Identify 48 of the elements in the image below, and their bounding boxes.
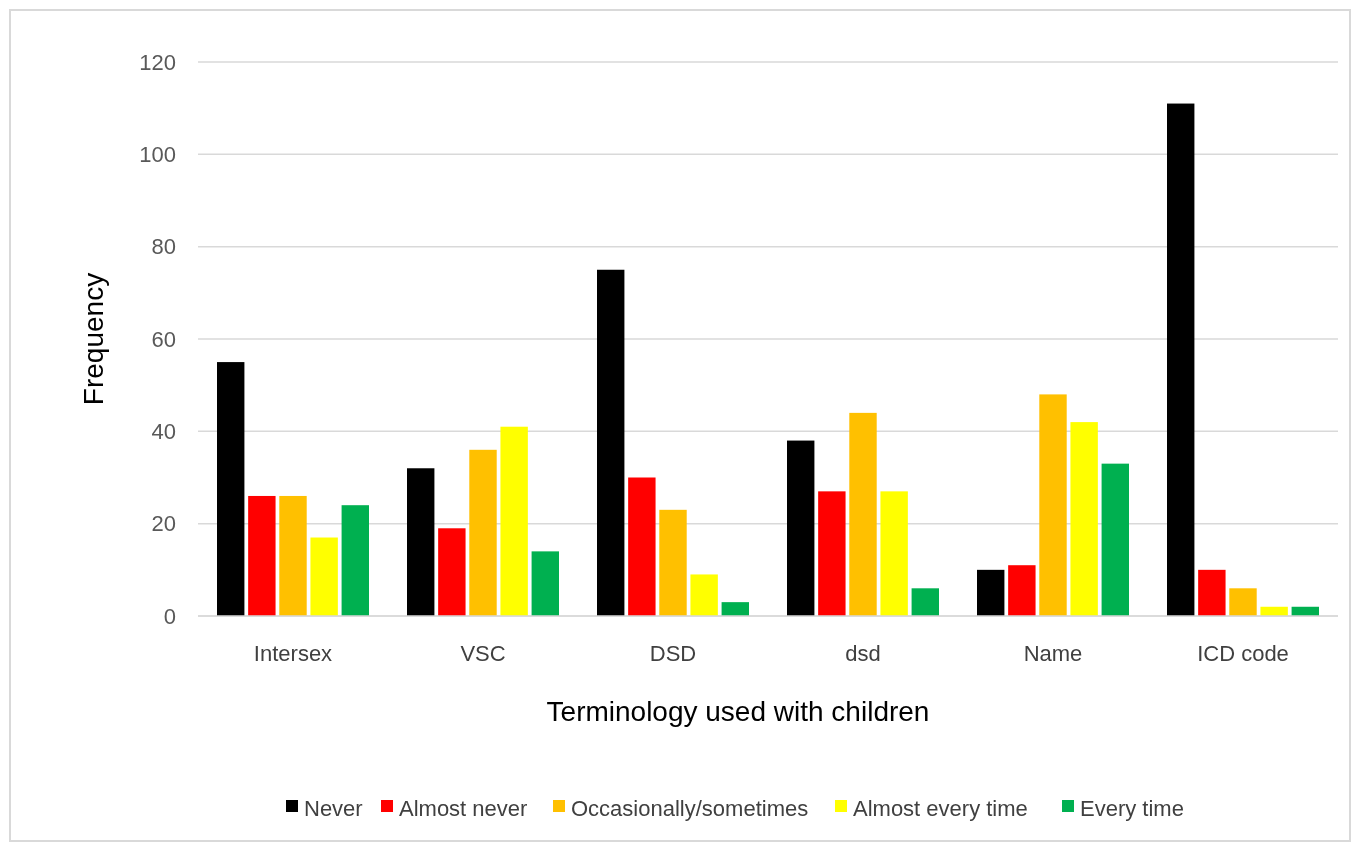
bar	[721, 602, 749, 616]
bar	[1229, 588, 1257, 616]
y-tick-label: 120	[139, 49, 176, 75]
x-tick-label: ICD code	[1197, 641, 1289, 666]
bar	[628, 477, 656, 616]
y-tick-label: 40	[151, 419, 176, 445]
bar	[977, 569, 1005, 616]
y-tick-label: 80	[151, 234, 176, 260]
bar	[469, 449, 497, 616]
bar	[341, 505, 369, 616]
y-axis-title: Frequency	[78, 272, 109, 406]
legend-label: Almost never	[399, 795, 528, 821]
bar	[849, 412, 877, 616]
x-tick-label: VSC	[460, 641, 506, 666]
y-tick-label: 100	[139, 142, 176, 168]
legend-label: Every time	[1080, 795, 1184, 821]
legend-label: Occasionally/sometimes	[571, 795, 809, 821]
legend-label: Almost every time	[853, 795, 1028, 821]
y-tick-label: 0	[163, 603, 176, 629]
bar	[1198, 569, 1226, 616]
bar	[248, 495, 276, 616]
bar	[217, 362, 245, 616]
bar	[787, 440, 815, 616]
legend-label: Never	[304, 795, 363, 821]
x-tick-label: Intersex	[253, 641, 333, 666]
bar	[659, 509, 687, 616]
bar	[407, 468, 435, 616]
bar	[1167, 103, 1195, 616]
bar	[531, 551, 559, 616]
bar	[438, 528, 466, 616]
x-axis-title: Terminology used with children	[546, 696, 930, 727]
bar	[310, 537, 338, 616]
y-tick-label: 60	[151, 326, 176, 352]
bar	[818, 491, 846, 616]
x-tick-label: dsd	[845, 641, 881, 666]
bar	[690, 574, 718, 616]
x-tick-label: DSD	[649, 641, 697, 666]
x-tick-label: Name	[1023, 641, 1083, 666]
y-tick-label: 20	[151, 511, 176, 537]
bar	[880, 491, 908, 616]
bar	[1070, 422, 1098, 616]
bar	[279, 495, 307, 616]
bar	[911, 588, 939, 616]
bar	[1008, 565, 1036, 616]
bar	[597, 269, 625, 616]
bar	[500, 426, 528, 616]
bar	[1039, 394, 1067, 616]
bar	[1101, 463, 1129, 616]
